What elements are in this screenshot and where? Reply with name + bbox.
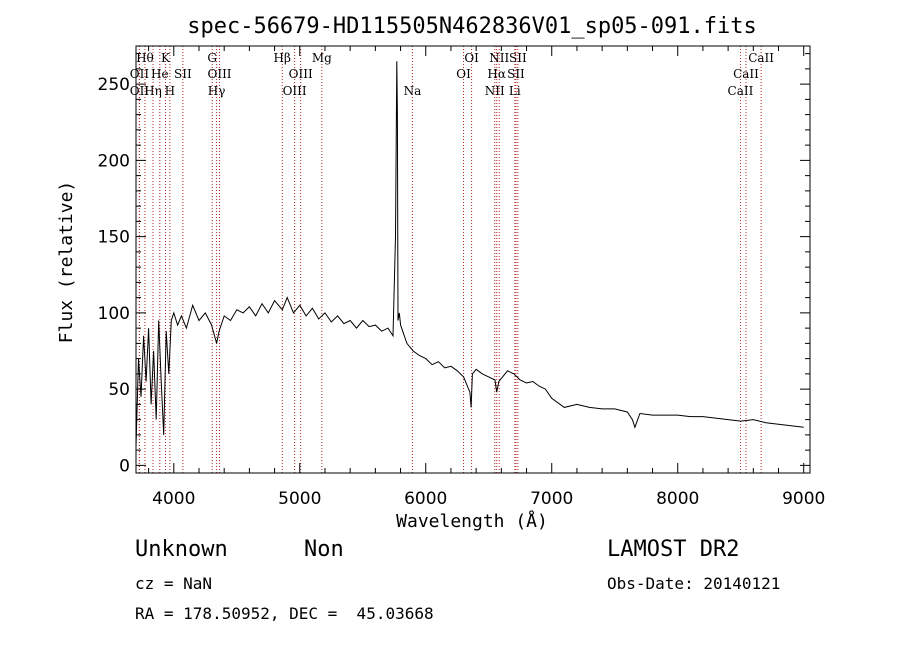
x-tick-label: 6000 <box>404 489 447 509</box>
x-tick-label: 9000 <box>782 489 825 509</box>
emission-line-label: Hγ <box>208 84 226 98</box>
survey-name: LAMOST DR2 <box>607 537 740 562</box>
emission-line-label: OI <box>464 51 479 65</box>
emission-line-label: OII <box>130 67 150 81</box>
chart-title: spec-56679-HD115505N462836V01_sp05-091.f… <box>187 14 757 39</box>
y-tick-label: 50 <box>108 380 130 400</box>
emission-line-label: OII <box>130 84 150 98</box>
emission-line-label: Mg <box>312 51 332 65</box>
emission-line-label: NII <box>485 84 505 98</box>
emission-line-label: OIII <box>207 67 231 81</box>
y-tick-label: 150 <box>98 228 130 248</box>
emission-line-label: Hα <box>487 67 506 81</box>
y-tick-label: 100 <box>98 304 130 324</box>
x-tick-label: 8000 <box>656 489 699 509</box>
emission-line-label: H <box>165 84 175 98</box>
object-subclass: Non <box>304 537 344 562</box>
x-tick-label: 5000 <box>278 489 321 509</box>
x-axis-ticks: 4000 5000 6000 7000 8000 9000 <box>148 46 825 509</box>
y-axis-ticks: 0 50 100 150 200 250 <box>98 53 810 476</box>
emission-line-label: G <box>207 51 217 65</box>
object-class: Unknown <box>135 537 228 562</box>
y-tick-label: 0 <box>119 456 130 476</box>
observation-date: Obs-Date: 20140121 <box>607 574 781 593</box>
emission-line-label: SII <box>509 51 527 65</box>
emission-line-label: Na <box>404 84 422 98</box>
emission-line-label: K <box>161 51 171 65</box>
emission-line-label: CaII <box>733 67 759 81</box>
x-tick-label: 4000 <box>152 489 195 509</box>
spectrum-series-line <box>135 61 804 448</box>
emission-line-label: SII <box>174 67 192 81</box>
emission-line-label: OIII <box>283 84 307 98</box>
y-tick-label: 250 <box>98 75 130 95</box>
emission-line-label: Li <box>509 84 521 98</box>
emission-line-labels: HθOIIOIIHηHeKHSIIGHγOIIIHβOIIIOIIIMgNaOI… <box>130 51 775 98</box>
emission-line-label: He <box>151 67 169 81</box>
plot-frame <box>135 45 811 474</box>
emission-line-label: OIII <box>289 67 313 81</box>
y-axis-label: Flux (relative) <box>56 181 77 344</box>
coordinates-ra-dec: RA = 178.50952, DEC = 45.03668 <box>135 604 434 623</box>
emission-line-label: Hβ <box>274 51 291 65</box>
y-tick-label: 200 <box>98 151 130 171</box>
redshift-cz: cz = NaN <box>135 574 213 593</box>
emission-line-markers <box>138 46 762 473</box>
emission-line-label: Hθ <box>136 51 154 65</box>
emission-line-label: OI <box>456 67 471 81</box>
x-axis-label: Wavelength (Å) <box>396 510 548 532</box>
emission-line-label: CaII <box>748 51 774 65</box>
emission-line-label: SII <box>507 67 525 81</box>
x-tick-label: 7000 <box>530 489 573 509</box>
emission-line-label: NII <box>489 51 509 65</box>
emission-line-label: CaII <box>728 84 754 98</box>
emission-line-label: Hη <box>144 84 162 98</box>
